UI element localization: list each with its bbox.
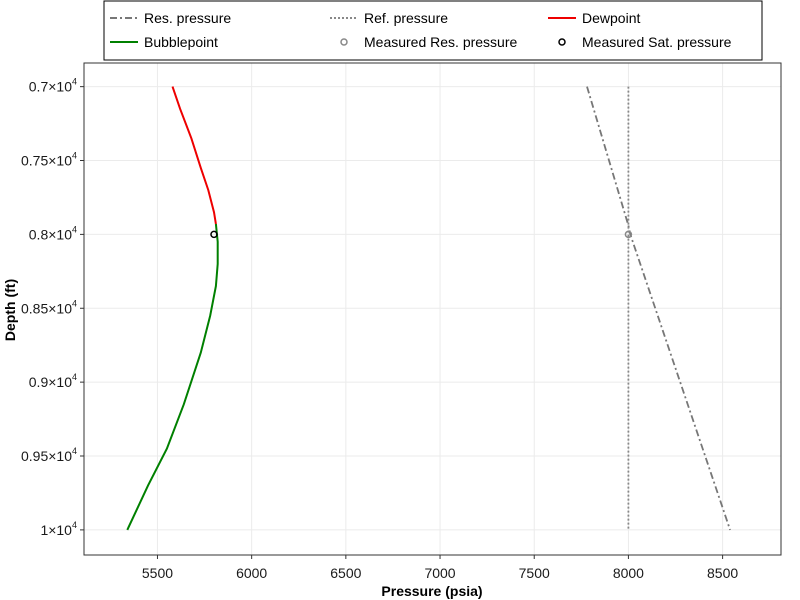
x-tick-label: 8500 (707, 565, 738, 581)
marker-measured-sat-pressure (210, 230, 218, 239)
legend-label: Dewpoint (582, 10, 640, 26)
x-tick-label: 7000 (424, 565, 455, 581)
series-line-bubblepoint (126, 223, 219, 531)
y-axis-title: Depth (ft) (2, 279, 18, 341)
marker-layer (210, 230, 633, 239)
marker-measured-res-pressure (624, 230, 633, 239)
y-tick-label: 0.9×104 (29, 372, 77, 390)
legend-key-marker (558, 38, 566, 46)
legend-label: Measured Res. pressure (364, 34, 518, 50)
y-tick-label: 0.75×104 (21, 151, 77, 169)
y-tick-label: 0.85×104 (21, 298, 77, 316)
legend-item: Measured Res. pressure (340, 34, 518, 50)
series-layer (126, 86, 731, 531)
x-tick-label: 5500 (142, 565, 173, 581)
legend: Res. pressure Ref. pressure Dewpoint Bubble… (103, 0, 763, 61)
legend-label: Ref. pressure (364, 10, 448, 26)
y-tick-label: 1×104 (40, 520, 77, 538)
legend-item: Bubblepoint (110, 34, 218, 50)
legend-label: Res. pressure (144, 10, 231, 26)
plot-frame (83, 62, 782, 556)
legend-box (103, 0, 763, 61)
y-tick-label: 0.7×104 (29, 77, 77, 95)
legend-item: Ref. pressure (330, 10, 448, 26)
x-axis-title: Pressure (psia) (381, 583, 482, 599)
x-tick-label: 7500 (519, 565, 550, 581)
plot-background (84, 63, 781, 555)
y-tick-label: 0.8×104 (29, 224, 77, 242)
legend-key-marker (340, 38, 348, 46)
legend-item: Res. pressure (110, 10, 231, 26)
series-line-dewpoint (171, 86, 217, 225)
x-tick-label: 6000 (236, 565, 267, 581)
plot-border (83, 62, 782, 556)
legend-label: Measured Sat. pressure (582, 34, 732, 50)
x-tick-label: 6500 (330, 565, 361, 581)
x-axis: 5500 6000 6500 7000 7500 8000 8500 (142, 555, 738, 581)
grid (84, 63, 781, 555)
legend-item: Dewpoint (548, 10, 640, 26)
plot-area (84, 63, 781, 555)
legend-label: Bubblepoint (144, 34, 218, 50)
y-axis: 0.7×104 0.75×104 0.8×104 0.85×104 0.9×104 0.9… (21, 77, 84, 538)
y-tick-label: 0.95×104 (21, 446, 77, 464)
legend-item: Measured Sat. pressure (558, 34, 732, 50)
x-tick-label: 8000 (613, 565, 644, 581)
